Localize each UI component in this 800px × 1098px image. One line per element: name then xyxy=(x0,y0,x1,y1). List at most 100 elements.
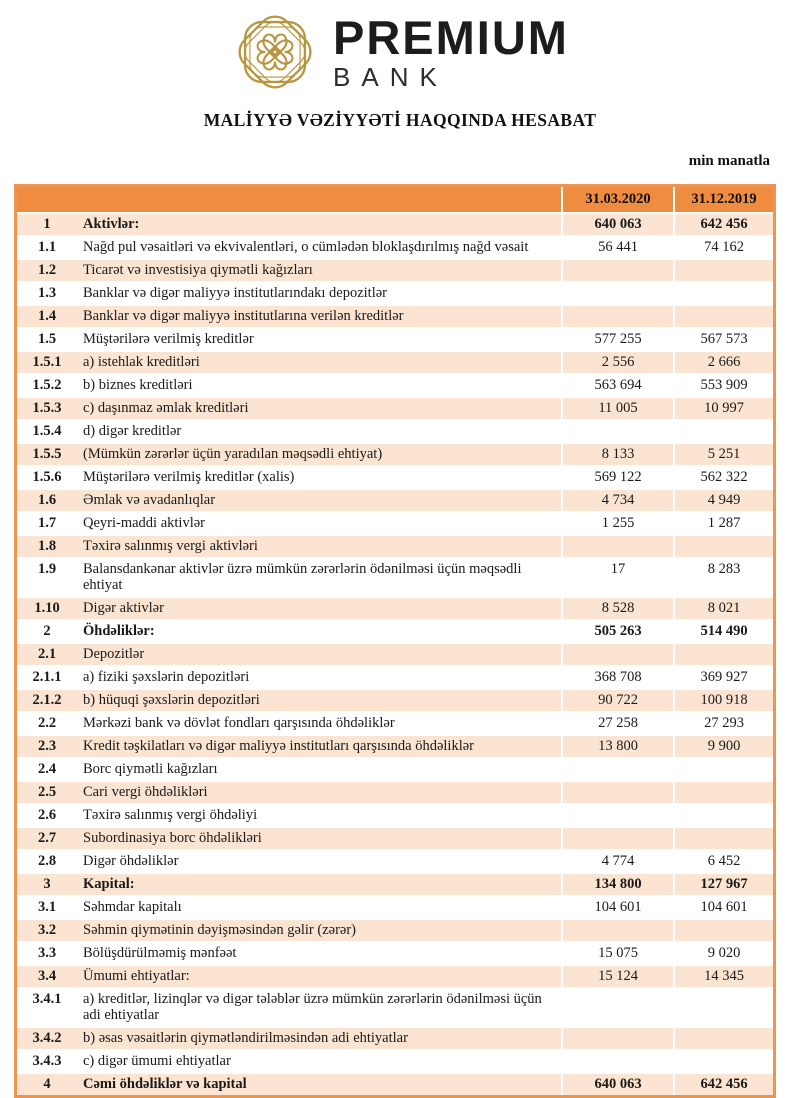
table-row: 3.4.1 a) kreditlər, lizinqlər və digər tə… xyxy=(17,987,773,1026)
value-2020 xyxy=(561,304,673,327)
value-2019 xyxy=(673,918,773,941)
value-2020: 104 601 xyxy=(561,895,673,918)
row-number: 2.4 xyxy=(17,757,77,780)
row-label: Nağd pul vəsaitləri və ekvivalentləri, o… xyxy=(77,235,561,258)
table-row: 2.5 Cari vergi öhdəlikləri xyxy=(17,780,773,803)
bank-wordmark: PREMIUM BANK xyxy=(333,14,569,90)
row-label: Aktivlər: xyxy=(77,212,561,235)
table-row: 3 Kapital: 134 800 127 967 xyxy=(17,872,773,895)
row-label: c) daşınmaz əmlak kreditləri xyxy=(77,396,561,419)
value-2019 xyxy=(673,419,773,442)
value-2020: 577 255 xyxy=(561,327,673,350)
table-row: 1.5.1 a) istehlak kreditləri 2 556 2 666 xyxy=(17,350,773,373)
value-2020 xyxy=(561,1049,673,1072)
value-2020: 640 063 xyxy=(561,212,673,235)
row-label: Müştərilərə verilmiş kreditlər xyxy=(77,327,561,350)
value-2020: 17 xyxy=(561,557,673,596)
table-row: 3.3 Bölüşdürülməmiş mənfəət 15 075 9 020 xyxy=(17,941,773,964)
header-date-2019: 31.12.2019 xyxy=(673,187,773,212)
row-label: c) digər ümumi ehtiyatlar xyxy=(77,1049,561,1072)
row-number: 3.4.1 xyxy=(17,987,77,1026)
value-2019 xyxy=(673,304,773,327)
unit-note: min manatla xyxy=(688,153,770,169)
table-row: 1.5.4 d) digər kreditlər xyxy=(17,419,773,442)
value-2020: 27 258 xyxy=(561,711,673,734)
row-number: 2.1.2 xyxy=(17,688,77,711)
row-label: Təxirə salınmış vergi aktivləri xyxy=(77,534,561,557)
table-row: 2.8 Digər öhdəliklər 4 774 6 452 xyxy=(17,849,773,872)
value-2020 xyxy=(561,419,673,442)
row-label: Müştərilərə verilmiş kreditlər (xalis) xyxy=(77,465,561,488)
value-2019: 100 918 xyxy=(673,688,773,711)
table-row: 3.4.2 b) əsas vəsaitlərin qiymətləndirilm… xyxy=(17,1026,773,1049)
row-number: 2.7 xyxy=(17,826,77,849)
value-2019: 27 293 xyxy=(673,711,773,734)
row-label: a) istehlak kreditləri xyxy=(77,350,561,373)
row-number: 3.3 xyxy=(17,941,77,964)
value-2020: 56 441 xyxy=(561,235,673,258)
value-2019 xyxy=(673,642,773,665)
header-label-cell xyxy=(77,187,561,212)
value-2019 xyxy=(673,281,773,304)
row-number: 2.1.1 xyxy=(17,665,77,688)
table-row: 1.10 Digər aktivlər 8 528 8 021 xyxy=(17,596,773,619)
row-number: 1.10 xyxy=(17,596,77,619)
table-row: 1.3 Banklar və digər maliyyə institutları… xyxy=(17,281,773,304)
row-label: Borc qiymətli kağızları xyxy=(77,757,561,780)
row-label: b) hüquqi şəxslərin depozitləri xyxy=(77,688,561,711)
value-2020: 13 800 xyxy=(561,734,673,757)
table-row: 2.2 Mərkəzi bank və dövlət fondları qarşı… xyxy=(17,711,773,734)
row-number: 1.5.5 xyxy=(17,442,77,465)
row-label: Mərkəzi bank və dövlət fondları qarşısın… xyxy=(77,711,561,734)
row-label: Digər öhdəliklər xyxy=(77,849,561,872)
row-label: Öhdəliklər: xyxy=(77,619,561,642)
value-2019 xyxy=(673,987,773,1026)
row-number: 2 xyxy=(17,619,77,642)
row-label: Subordinasiya borc öhdəlikləri xyxy=(77,826,561,849)
row-label: (Mümkün zərərlər üçün yaradılan məqsədli… xyxy=(77,442,561,465)
row-label: Banklar və digər maliyyə institutlarına … xyxy=(77,304,561,327)
value-2019: 9 900 xyxy=(673,734,773,757)
financial-position-table: 31.03.2020 31.12.2019 1 Aktivlər: 640 063 6… xyxy=(14,184,776,1098)
row-number: 3.4 xyxy=(17,964,77,987)
row-label: Kredit təşkilatları və digər maliyyə ins… xyxy=(77,734,561,757)
table-row: 1.7 Qeyri-maddi aktivlər 1 255 1 287 xyxy=(17,511,773,534)
bank-subname: BANK xyxy=(333,62,448,92)
table-row: 1.5.2 b) biznes kreditləri 563 694 553 909 xyxy=(17,373,773,396)
row-number: 3.1 xyxy=(17,895,77,918)
value-2019: 514 490 xyxy=(673,619,773,642)
row-number: 3.2 xyxy=(17,918,77,941)
premium-bank-logo-icon xyxy=(231,8,319,96)
value-2020: 134 800 xyxy=(561,872,673,895)
row-number: 2.1 xyxy=(17,642,77,665)
value-2019: 8 283 xyxy=(673,557,773,596)
row-label: b) biznes kreditləri xyxy=(77,373,561,396)
row-number: 1.6 xyxy=(17,488,77,511)
row-number: 3 xyxy=(17,872,77,895)
value-2019 xyxy=(673,803,773,826)
value-2019: 4 949 xyxy=(673,488,773,511)
row-number: 3.4.2 xyxy=(17,1026,77,1049)
value-2020: 368 708 xyxy=(561,665,673,688)
row-label: Səhmdar kapitalı xyxy=(77,895,561,918)
row-number: 1.5.1 xyxy=(17,350,77,373)
value-2019: 14 345 xyxy=(673,964,773,987)
value-2019: 562 322 xyxy=(673,465,773,488)
value-2019: 369 927 xyxy=(673,665,773,688)
row-number: 1.9 xyxy=(17,557,77,596)
report-content: min manatla 31.03.2020 31.12.2019 1 Aktiv… xyxy=(14,153,776,1098)
value-2019: 2 666 xyxy=(673,350,773,373)
table-row: 1 Aktivlər: 640 063 642 456 xyxy=(17,212,773,235)
row-label: a) kreditlər, lizinqlər və digər tələblə… xyxy=(77,987,561,1026)
value-2019 xyxy=(673,757,773,780)
value-2019 xyxy=(673,780,773,803)
value-2019: 127 967 xyxy=(673,872,773,895)
bank-brand-header: PREMIUM BANK xyxy=(0,6,800,98)
row-number: 1.4 xyxy=(17,304,77,327)
value-2019: 6 452 xyxy=(673,849,773,872)
row-number: 2.5 xyxy=(17,780,77,803)
row-label: a) fiziki şəxslərin depozitləri xyxy=(77,665,561,688)
header-date-2020: 31.03.2020 xyxy=(561,187,673,212)
row-label: Balansdankənar aktivlər üzrə mümkün zərə… xyxy=(77,557,561,596)
